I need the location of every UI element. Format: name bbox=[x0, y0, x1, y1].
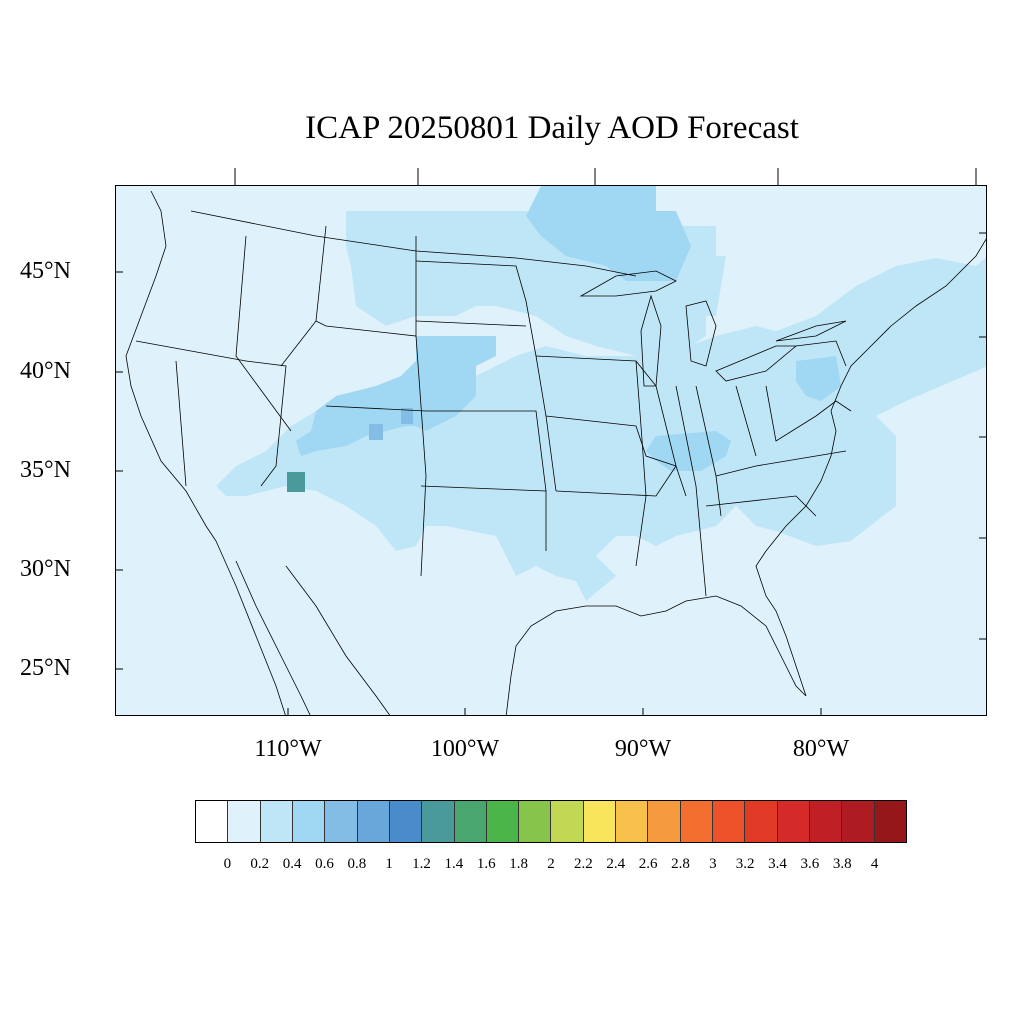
colorbar-swatch bbox=[745, 801, 778, 842]
colorbar-label: 3.2 bbox=[735, 856, 755, 872]
lat-label-35: 35°N bbox=[20, 457, 71, 483]
colorbar-swatch bbox=[809, 801, 843, 842]
lat-label-45: 45°N bbox=[20, 258, 71, 284]
colorbar-label: 0 bbox=[223, 856, 232, 872]
aod-region-0.4-0.6 bbox=[296, 186, 841, 471]
colorbar-swatch bbox=[454, 801, 487, 842]
lat-label-40: 40°N bbox=[20, 358, 71, 384]
colorbar-label: 1.6 bbox=[476, 856, 496, 872]
colorbar-label: 2.4 bbox=[606, 856, 626, 872]
lon-label-100: 100°W bbox=[430, 736, 500, 762]
colorbar-swatch bbox=[196, 801, 229, 842]
colorbar-swatch bbox=[616, 801, 649, 842]
aod-map bbox=[115, 185, 987, 716]
colorbar-swatch bbox=[583, 801, 617, 842]
colorbar-label: 0.2 bbox=[250, 856, 270, 872]
tick-marks bbox=[115, 168, 987, 716]
colorbar-swatch bbox=[680, 801, 713, 842]
colorbar-label: 3 bbox=[709, 856, 717, 872]
aod-colorbar bbox=[195, 800, 907, 843]
lon-label-110: 110°W bbox=[254, 736, 322, 762]
colorbar-swatch bbox=[648, 801, 681, 842]
lat-label-25: 25°N bbox=[20, 655, 71, 681]
colorbar-swatch bbox=[777, 801, 810, 842]
map-title: ICAP 20250801 Daily AOD Forecast bbox=[305, 110, 799, 146]
colorbar-swatch bbox=[551, 801, 584, 842]
colorbar-swatch bbox=[292, 801, 326, 842]
colorbar-swatch bbox=[389, 801, 423, 842]
colorbar-swatch bbox=[519, 801, 552, 842]
colorbar-swatch bbox=[713, 801, 746, 842]
colorbar-label: 0.8 bbox=[347, 856, 367, 872]
colorbar-swatch bbox=[842, 801, 875, 842]
colorbar-label: 3.4 bbox=[768, 856, 787, 872]
lon-label-80: 80°W bbox=[792, 736, 850, 762]
colorbar-label: 2.2 bbox=[573, 856, 593, 872]
lat-label-30: 30°N bbox=[20, 556, 71, 582]
colorbar-swatch bbox=[260, 801, 293, 842]
colorbar-swatch bbox=[228, 801, 261, 842]
colorbar-swatch bbox=[486, 801, 520, 842]
coastlines-and-borders bbox=[125, 190, 986, 715]
colorbar-label: 1 bbox=[385, 856, 393, 872]
colorbar-label: 2.8 bbox=[671, 856, 690, 872]
colorbar-label: 1.2 bbox=[412, 856, 431, 872]
colorbar-label: 3.8 bbox=[832, 856, 852, 872]
lon-label-90: 90°W bbox=[614, 736, 672, 762]
colorbar-label: 0.4 bbox=[282, 856, 302, 872]
aod-map-canvas bbox=[116, 186, 986, 715]
colorbar-label: 2.6 bbox=[638, 856, 658, 872]
colorbar-swatch bbox=[422, 801, 455, 842]
colorbar-swatch bbox=[874, 801, 906, 842]
colorbar-swatch bbox=[325, 801, 358, 842]
colorbar-label: 0.6 bbox=[315, 856, 334, 872]
aod-region-1.2-1.4 bbox=[287, 472, 305, 492]
aod-region-0.2-0.4 bbox=[216, 211, 986, 601]
colorbar-label: 2 bbox=[547, 856, 555, 872]
colorbar-label: 1.4 bbox=[444, 856, 464, 872]
aod-region-0.6-0.8 bbox=[369, 408, 413, 440]
colorbar-label: 3.6 bbox=[800, 856, 820, 872]
colorbar-label: 4 bbox=[870, 856, 879, 872]
colorbar-label: 1.8 bbox=[509, 856, 528, 872]
colorbar-swatch bbox=[357, 801, 390, 842]
